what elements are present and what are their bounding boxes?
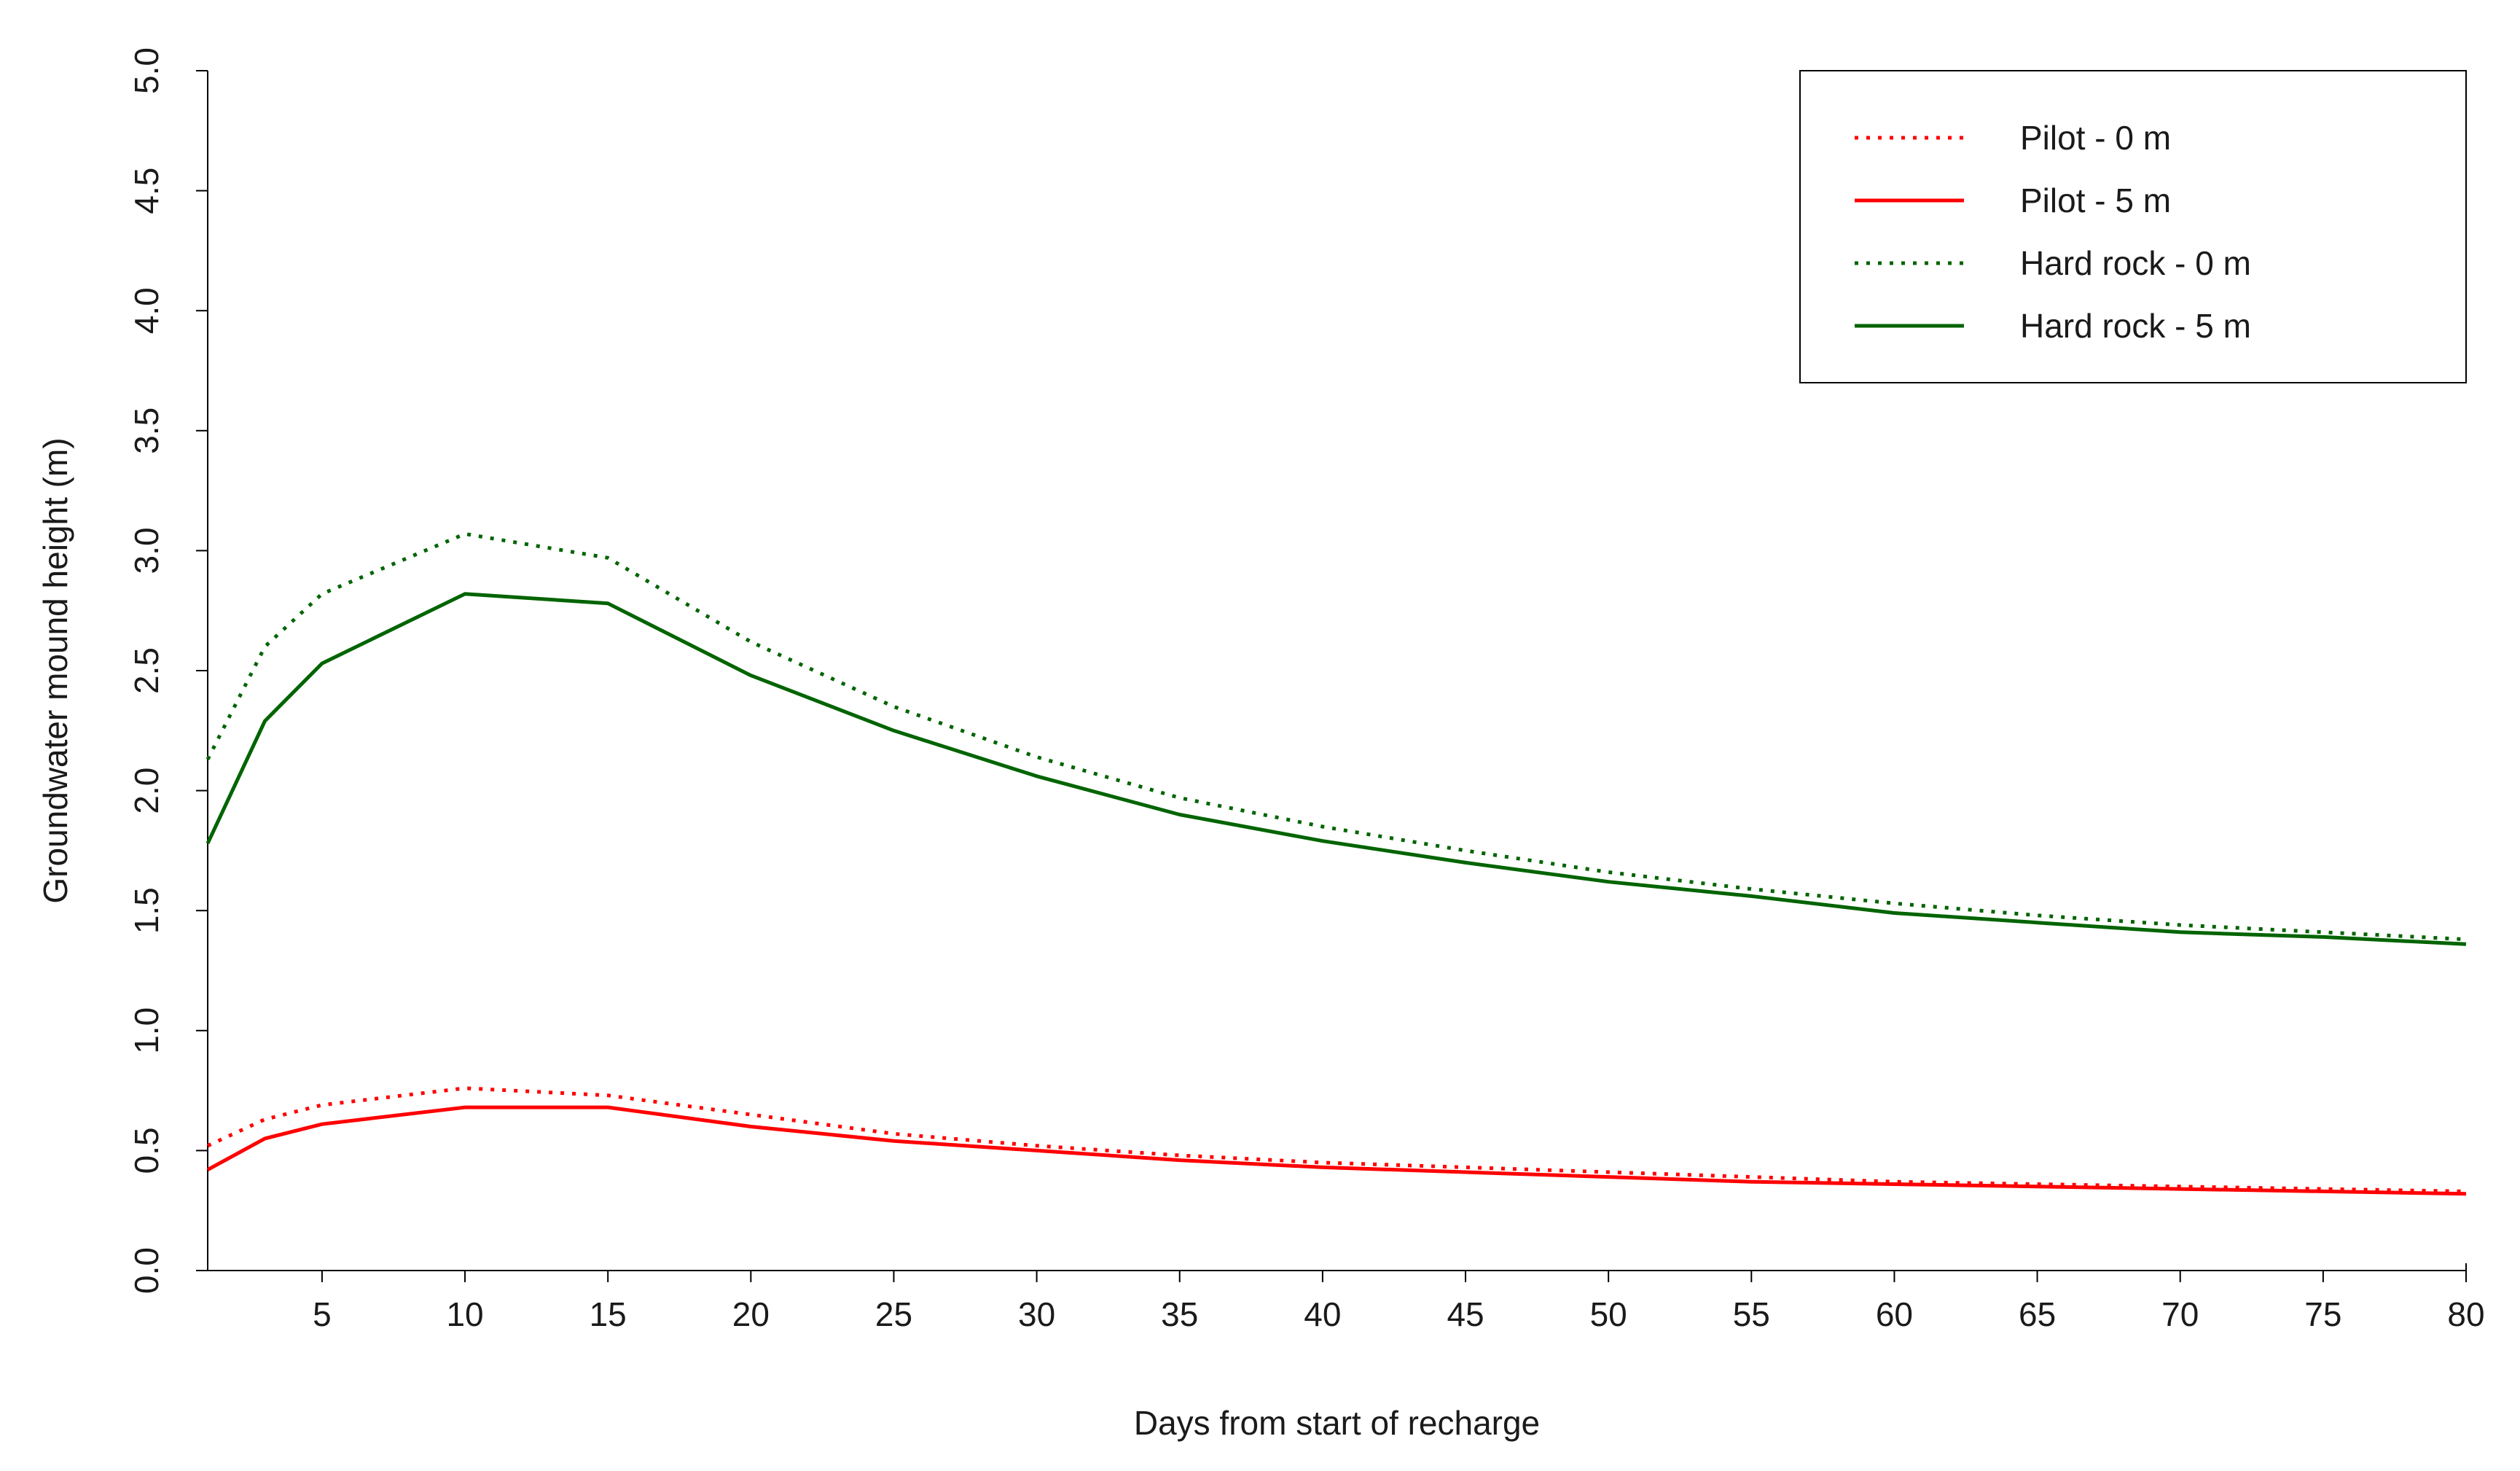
- y-tick-label: 3.0: [128, 527, 165, 574]
- y-tick-label: 2.0: [128, 768, 165, 814]
- x-axis-label: Days from start of recharge: [1134, 1404, 1540, 1442]
- y-tick-label: 4.0: [128, 287, 165, 334]
- axes: 5 10 15 20 25 30 35 40 45 50 55 60 65 70 75 80 0.0 0.5 1.…: [128, 47, 2485, 1333]
- legend-label: Hard rock - 0 m: [2020, 244, 2251, 282]
- y-tick-label: 1.5: [128, 887, 165, 934]
- series-line-4: [206, 592, 2467, 946]
- series-line-3: [206, 531, 2467, 942]
- x-tick-label: 60: [1876, 1295, 1913, 1333]
- legend-box: [1799, 70, 2467, 383]
- x-tick-label: 40: [1304, 1295, 1341, 1333]
- x-tick-label: 25: [875, 1295, 912, 1333]
- y-tick-label: 0.0: [128, 1247, 165, 1294]
- x-tick-label: 65: [2019, 1295, 2056, 1333]
- x-tick-label: 35: [1161, 1295, 1198, 1333]
- x-tick-label: 10: [446, 1295, 483, 1333]
- x-tick-label: 45: [1447, 1295, 1484, 1333]
- legend: Pilot - 0 m Pilot - 5 m Hard rock - 0 m Har…: [1799, 70, 2467, 383]
- y-axis-label: Groundwater mound height (m): [36, 437, 74, 903]
- x-tick-label: 30: [1018, 1295, 1055, 1333]
- x-tick-label: 75: [2304, 1295, 2341, 1333]
- legend-label: Hard rock - 5 m: [2020, 307, 2251, 345]
- legend-label: Pilot - 0 m: [2020, 119, 2171, 157]
- y-tick-label: 1.0: [128, 1007, 165, 1054]
- legend-label: Pilot - 5 m: [2020, 182, 2171, 219]
- series-layer: [206, 531, 2467, 1196]
- y-tick-label: 0.5: [128, 1127, 165, 1174]
- y-tick-label: 4.5: [128, 168, 165, 214]
- x-tick-label: 20: [732, 1295, 770, 1333]
- x-tick-label: 55: [1733, 1295, 1770, 1333]
- y-tick-label: 5.0: [128, 47, 165, 94]
- y-tick-label: 2.5: [128, 647, 165, 694]
- series-line-1: [206, 1086, 2467, 1193]
- series-line-2: [206, 1105, 2467, 1196]
- x-tick-label: 15: [590, 1295, 627, 1333]
- x-tick-label: 5: [313, 1295, 332, 1333]
- x-tick-label: 70: [2161, 1295, 2199, 1333]
- x-tick-label: 80: [2447, 1295, 2484, 1333]
- x-tick-label: 50: [1590, 1295, 1627, 1333]
- y-ticks: 0.0 0.5 1.0 1.5 2.0 2.5 3.0 3.5 4.0 4.5 5.0: [128, 47, 208, 1294]
- x-ticks: 5 10 15 20 25 30 35 40 45 50 55 60 65 70 75 80: [313, 1271, 2485, 1333]
- y-tick-label: 3.5: [128, 407, 165, 454]
